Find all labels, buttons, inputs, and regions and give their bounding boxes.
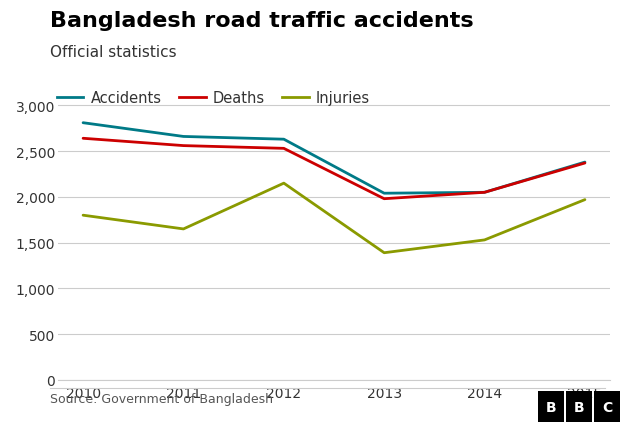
Text: C: C <box>602 400 612 414</box>
Legend: Accidents, Deaths, Injuries: Accidents, Deaths, Injuries <box>57 91 370 106</box>
Text: Bangladesh road traffic accidents: Bangladesh road traffic accidents <box>50 11 474 31</box>
Text: Source: Government of Bangladesh: Source: Government of Bangladesh <box>50 392 273 405</box>
Text: Official statistics: Official statistics <box>50 45 177 60</box>
Text: B: B <box>545 400 557 414</box>
Text: B: B <box>573 400 585 414</box>
